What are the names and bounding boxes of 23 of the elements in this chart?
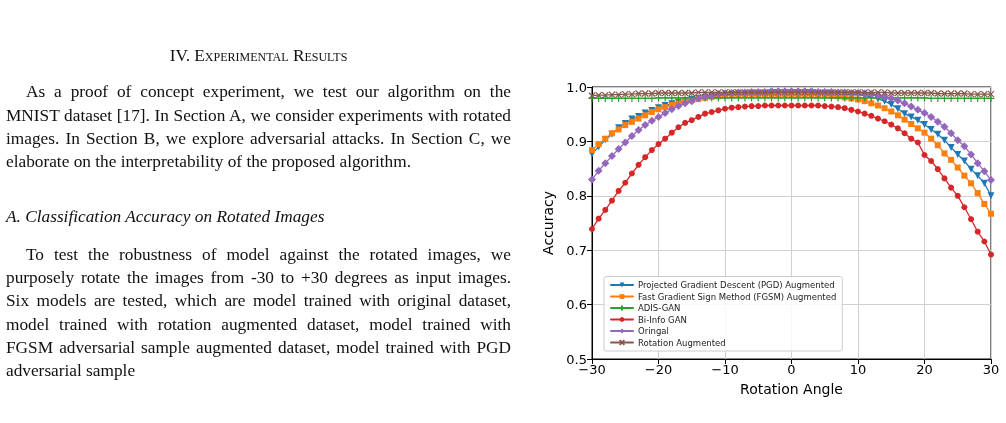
legend-label: Oringal — [638, 326, 669, 336]
legend-label: Fast Gradient Sign Method (FGSM) Augmented — [638, 291, 837, 302]
x-tick-label: 20 — [916, 362, 933, 377]
text: As a proof of concept experiment, we test our algorithm on the MNIST dataset [17]. In Section A, we consider experiments with rotated images. In Section B, we explore adversarial attacks. In Section C, we elaborate on the interpretability of the proposed algorithm. — [6, 81, 511, 174]
y-tick-label: 0.7 — [566, 242, 587, 258]
x-axis-title: Rotation Angle — [740, 381, 843, 397]
text: IV. Experimental Results — [168, 45, 349, 67]
x-tick-label: 30 — [982, 362, 1000, 377]
y-tick-label: 1.0 — [566, 79, 587, 95]
text: A. Classification Accuracy on Rotated Images — [6, 206, 326, 229]
x-tick-label: −10 — [711, 362, 739, 377]
x-tick-label: 10 — [849, 362, 867, 377]
x-tick-label: −20 — [644, 362, 673, 377]
legend-label: Rotation Augmented — [638, 337, 726, 348]
y-tick-label: 0.6 — [566, 297, 587, 313]
y-axis-title: Accuracy — [540, 191, 556, 255]
legend-label: ADIS-GAN — [638, 303, 681, 313]
text: To test the robustness of model against the rotated images, we purposely rotate the images from -30 to +30 degrees as input images. Six models are tested, which are model trained with original dataset, model trained with rotation augmented dataset, model trained with FGSM adversarial sample augmented dataset, model trained with PGD adversarial sample — [6, 243, 511, 383]
y-tick-label: 0.8 — [566, 188, 587, 204]
legend-label: Projected Gradient Descent (PGD) Augmented — [638, 280, 835, 290]
legend-label: Bi-Info GAN — [638, 314, 687, 325]
y-tick-label: 0.9 — [566, 133, 587, 149]
x-tick-label: 0 — [787, 362, 796, 377]
